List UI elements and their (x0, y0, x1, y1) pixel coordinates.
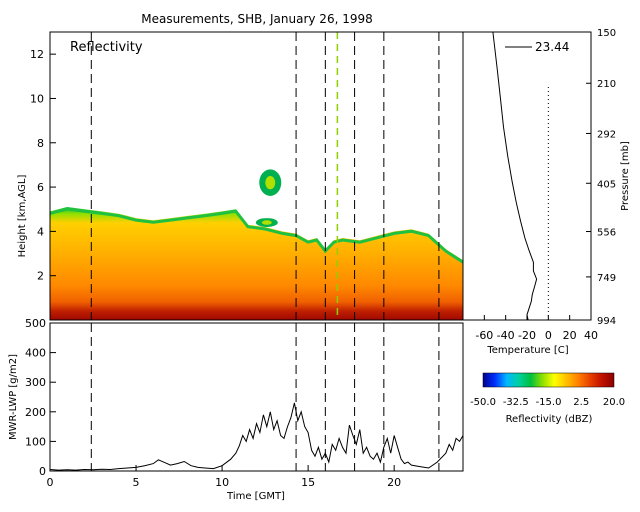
lwp-axis-label: MWR-LWP [g/m2] (8, 354, 19, 440)
lwp-tick-label: 0 (39, 465, 46, 478)
height-tick-label: 12 (30, 48, 44, 61)
colorbar-tick-label: -32.5 (503, 397, 529, 408)
pressure-tick-label: 150 (597, 28, 616, 39)
lwp-series-line (50, 402, 463, 471)
colorbar-label: Reflectivity (dBZ) (506, 414, 593, 425)
lwp-tick-label: 200 (25, 406, 46, 419)
colorbar-tick-label: -15.0 (536, 397, 562, 408)
pressure-tick-label: 210 (597, 79, 616, 90)
temperature-tick-label: 40 (584, 329, 598, 342)
height-tick-label: 6 (37, 181, 44, 194)
reflectivity-colorbar: -50.0 -32.5 -15.0 2.5 20.0 Reflectivity (dBZ… (470, 372, 625, 425)
temperature-tick-label: -60 (475, 329, 493, 342)
temperature-profile-line (492, 31, 538, 321)
lwp-tick-label: 400 (25, 347, 46, 360)
cloud-top-edge (50, 207, 463, 264)
lwp-tick-label: 500 (25, 317, 46, 330)
temperature-tick-label: 20 (563, 329, 577, 342)
lwp-panel: 0 100 200 300 400 500 0 5 10 15 20 MWR-LWP [g/m2]… (8, 317, 464, 502)
temperature-axis-label: Temperature [C] (486, 345, 568, 356)
colorbar-tick-label: 2.5 (573, 397, 589, 408)
lwp-tick-label: 300 (25, 376, 46, 389)
pressure-tick-label: 405 (597, 179, 616, 190)
temperature-tick-label: -20 (518, 329, 536, 342)
temperature-plot-frame (462, 31, 592, 321)
temperature-profile-panel: 23.44 -60 -40 -20 0 20 40 150 210 292 405 556 749 9… (462, 28, 631, 356)
lwp-tick-label: 100 (25, 435, 46, 448)
colorbar-tick-label: -50.0 (470, 397, 496, 408)
colorbar-tick-label: 20.0 (603, 397, 625, 408)
height-tick-label: 4 (37, 225, 44, 238)
height-tick-label: 8 (37, 137, 44, 150)
pressure-tick-label: 556 (597, 228, 616, 239)
reflectivity-panel-title: Reflectivity (70, 40, 143, 55)
time-axis-label: Time [GMT] (226, 491, 285, 502)
lwp-plot-frame (49, 322, 464, 472)
figure-title: Measurements, SHB, January 26, 1998 (141, 12, 373, 26)
temperature-tick-label: -40 (497, 329, 515, 342)
reflectivity-panel: Reflectivity 2 4 6 8 10 12 Height [km,AGL] (17, 31, 464, 321)
cloud-reflectivity-region (50, 207, 463, 320)
height-axis-label: Height [km,AGL] (17, 175, 28, 258)
pressure-axis-label: Pressure [mb] (620, 141, 631, 211)
height-tick-label: 2 (37, 270, 44, 283)
elevated-cloud-core-0 (265, 176, 276, 190)
colorbar-gradient (482, 372, 615, 388)
time-tick-label: 15 (301, 476, 315, 489)
time-tick-label: 5 (133, 476, 140, 489)
temperature-legend-label: 23.44 (535, 40, 569, 54)
elevated-cloud-core-1 (261, 220, 272, 225)
temperature-tick-label: 0 (545, 329, 552, 342)
time-tick-label: 0 (47, 476, 54, 489)
time-tick-label: 20 (387, 476, 401, 489)
height-tick-label: 10 (30, 92, 44, 105)
pressure-tick-label: 292 (597, 129, 616, 140)
pressure-tick-label: 749 (597, 273, 616, 284)
time-tick-label: 10 (215, 476, 229, 489)
pressure-tick-label: 994 (597, 316, 616, 327)
